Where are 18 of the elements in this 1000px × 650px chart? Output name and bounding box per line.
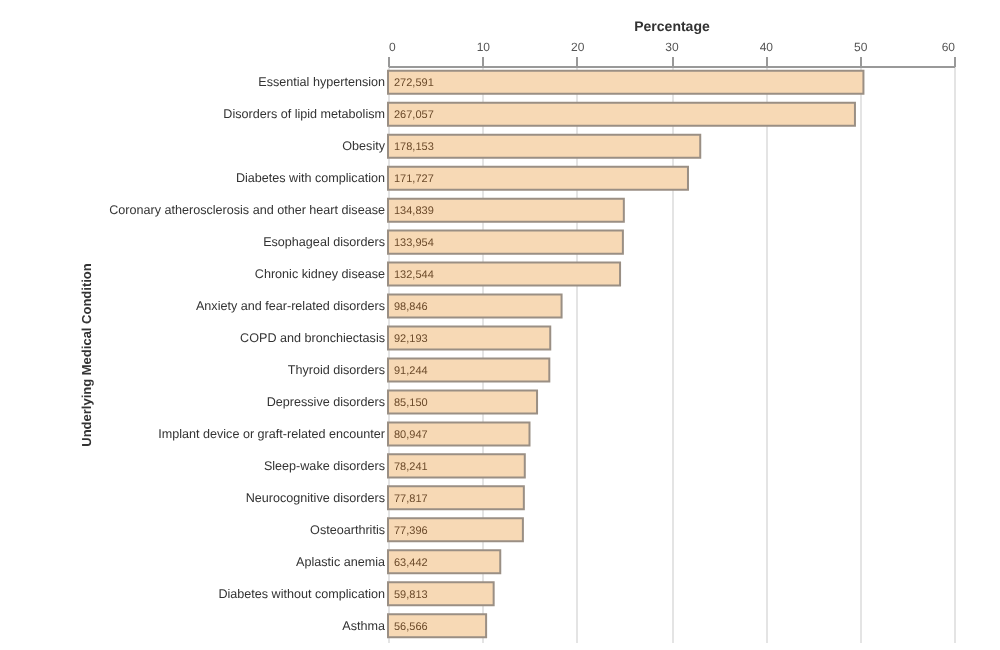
- bar: [387, 485, 525, 511]
- bar: [387, 197, 625, 223]
- bar: [387, 69, 865, 95]
- bar: [387, 133, 702, 159]
- bar: [387, 261, 622, 287]
- bar: [387, 165, 689, 191]
- bar: [387, 517, 524, 543]
- bar: [387, 453, 526, 479]
- bar: [387, 613, 488, 639]
- bar: [387, 293, 563, 319]
- bar: [387, 421, 531, 447]
- bar: [387, 325, 552, 351]
- bar: [387, 389, 539, 415]
- bar: [387, 549, 502, 575]
- bar: [387, 229, 624, 255]
- bar: [387, 357, 551, 383]
- bar: [387, 581, 495, 607]
- bar: [387, 101, 856, 127]
